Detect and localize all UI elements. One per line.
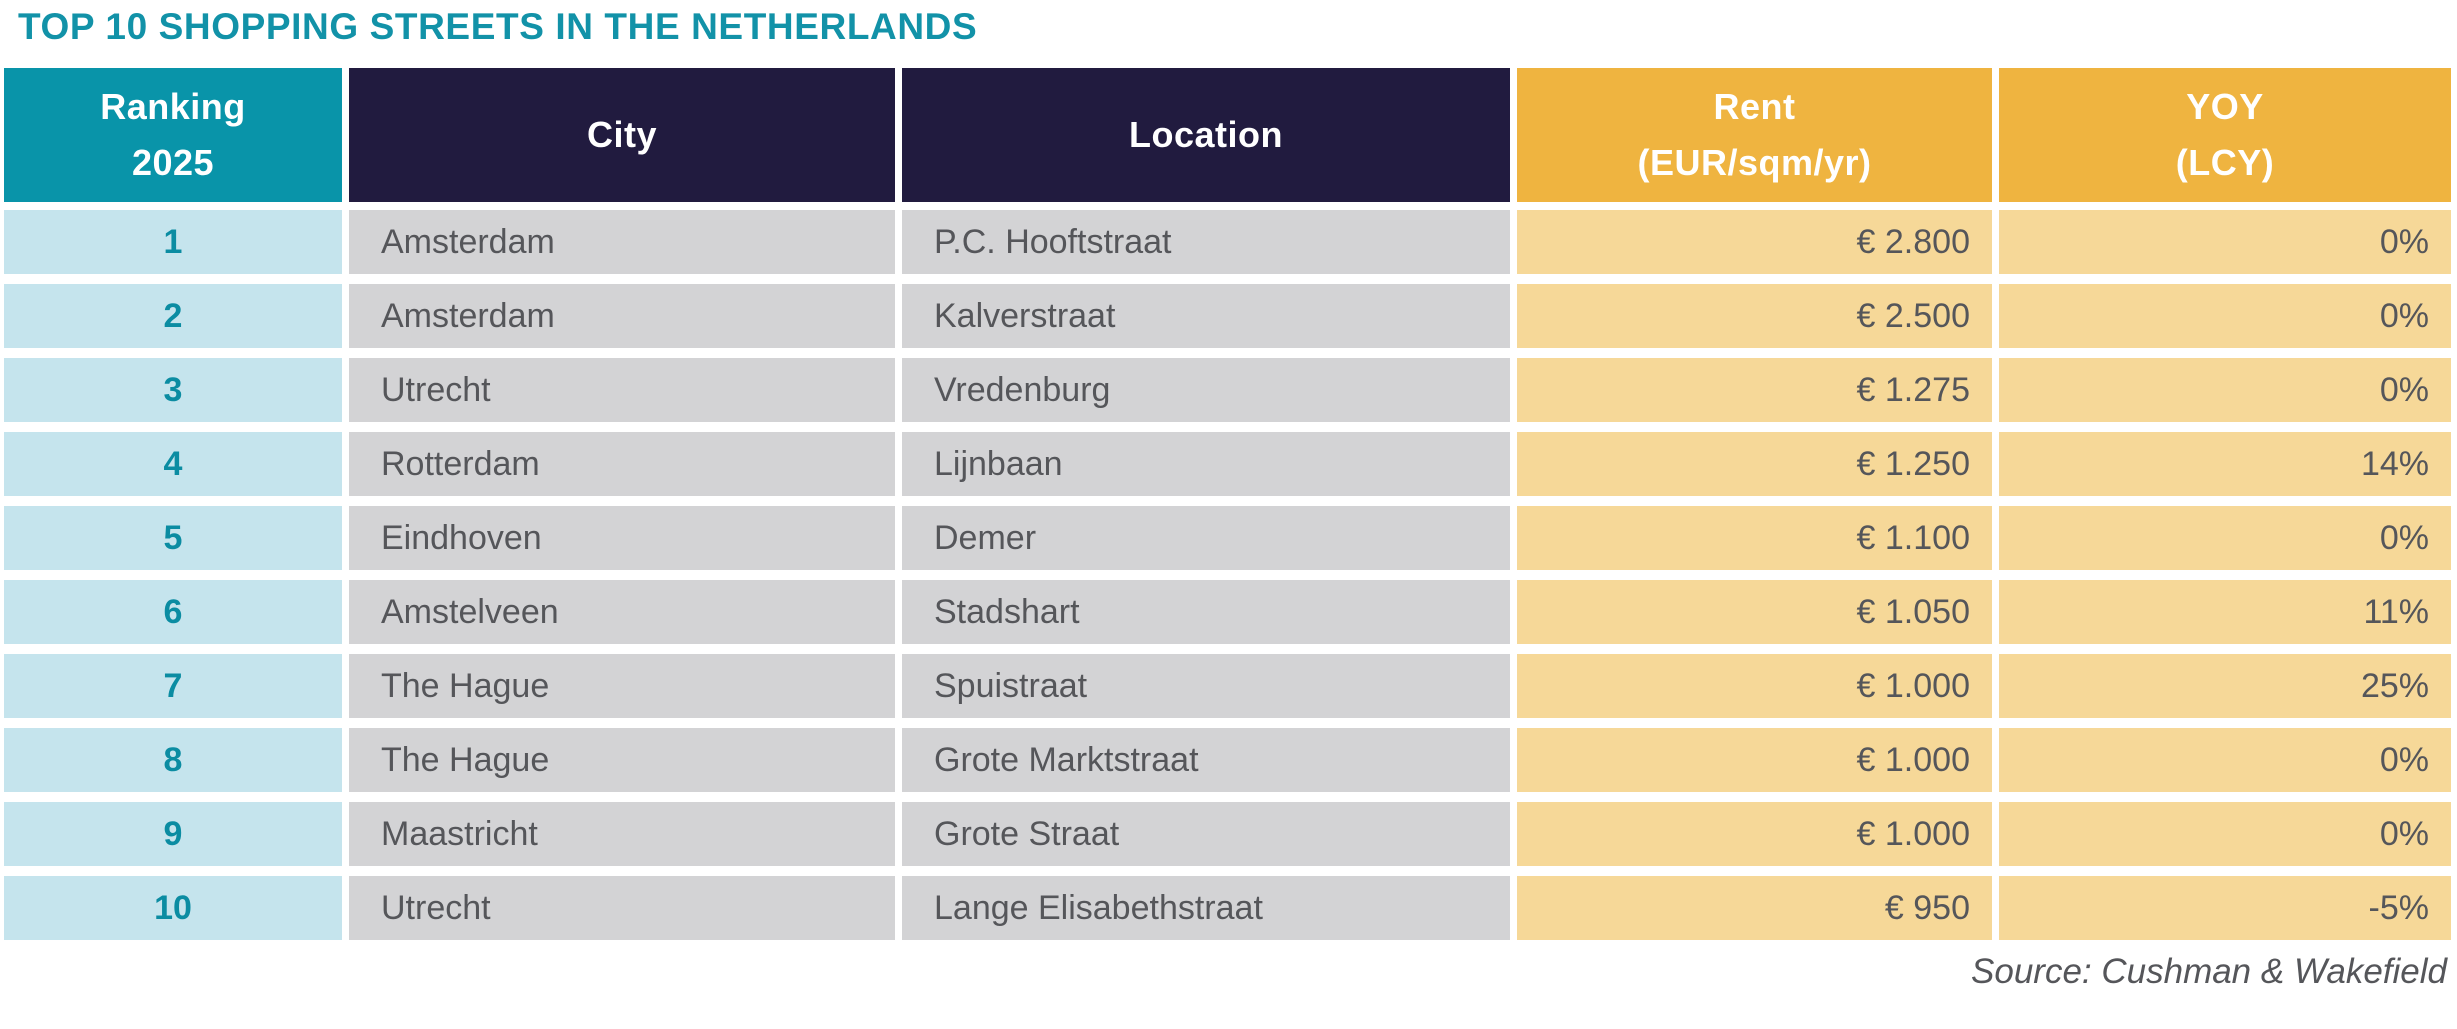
location-cell: Stadshart [902,580,1510,644]
page-title: TOP 10 SHOPPING STREETS IN THE NETHERLAN… [18,6,978,47]
header-yoy-line1: YOY [2186,86,2264,128]
city-cell: Amsterdam [349,284,895,348]
rank-cell: 9 [4,802,342,866]
location-cell: Grote Straat [902,802,1510,866]
header-yoy: YOY (LCY) [1999,68,2451,202]
rank-cell: 4 [4,432,342,496]
city-cell: Eindhoven [349,506,895,570]
header-ranking: Ranking 2025 [4,68,342,202]
yoy-cell: 25% [1999,654,2451,718]
header-city: City [349,68,895,202]
location-cell: Lange Elisabethstraat [902,876,1510,940]
location-cell: P.C. Hooftstraat [902,210,1510,274]
city-cell: Amsterdam [349,210,895,274]
yoy-cell: 0% [1999,210,2451,274]
city-cell: Amstelveen [349,580,895,644]
header-location-label: Location [1129,114,1283,156]
rank-cell: 2 [4,284,342,348]
rent-cell: € 1.000 [1517,802,1992,866]
rent-cell: € 2.500 [1517,284,1992,348]
rank-cell: 8 [4,728,342,792]
rank-cell: 3 [4,358,342,422]
table-row: 8 The Hague Grote Marktstraat € 1.000 0% [4,728,2451,792]
yoy-cell: 0% [1999,358,2451,422]
source-note: Source: Cushman & Wakefield [1971,952,2447,991]
location-cell: Lijnbaan [902,432,1510,496]
rent-cell: € 1.050 [1517,580,1992,644]
location-cell: Vredenburg [902,358,1510,422]
table-row: 2 Amsterdam Kalverstraat € 2.500 0% [4,284,2451,348]
location-cell: Demer [902,506,1510,570]
rank-cell: 6 [4,580,342,644]
rent-cell: € 950 [1517,876,1992,940]
yoy-cell: 0% [1999,728,2451,792]
location-cell: Spuistraat [902,654,1510,718]
table-row: 7 The Hague Spuistraat € 1.000 25% [4,654,2451,718]
location-cell: Grote Marktstraat [902,728,1510,792]
shopping-streets-table: Ranking 2025 City Location Rent (EUR/sqm… [4,68,2451,950]
header-rent-line1: Rent [1713,86,1796,128]
city-cell: The Hague [349,728,895,792]
yoy-cell: 14% [1999,432,2451,496]
table-row: 9 Maastricht Grote Straat € 1.000 0% [4,802,2451,866]
rent-cell: € 2.800 [1517,210,1992,274]
rent-cell: € 1.275 [1517,358,1992,422]
yoy-cell: -5% [1999,876,2451,940]
city-cell: Maastricht [349,802,895,866]
table-row: 6 Amstelveen Stadshart € 1.050 11% [4,580,2451,644]
city-cell: Utrecht [349,876,895,940]
city-cell: Rotterdam [349,432,895,496]
header-ranking-line2: 2025 [131,142,215,183]
table-row: 3 Utrecht Vredenburg € 1.275 0% [4,358,2451,422]
yoy-cell: 0% [1999,802,2451,866]
rent-cell: € 1.000 [1517,654,1992,718]
rent-cell: € 1.100 [1517,506,1992,570]
city-cell: The Hague [349,654,895,718]
yoy-cell: 0% [1999,284,2451,348]
header-location: Location [902,68,1510,202]
rent-cell: € 1.250 [1517,432,1992,496]
table-header-row: Ranking 2025 City Location Rent (EUR/sqm… [4,68,2451,202]
header-ranking-line1: Ranking [100,86,246,128]
header-rent-line2: (EUR/sqm/yr) [1637,142,1872,183]
location-cell: Kalverstraat [902,284,1510,348]
table-row: 5 Eindhoven Demer € 1.100 0% [4,506,2451,570]
rank-cell: 5 [4,506,342,570]
rank-cell: 7 [4,654,342,718]
yoy-cell: 11% [1999,580,2451,644]
rent-cell: € 1.000 [1517,728,1992,792]
table-row: 4 Rotterdam Lijnbaan € 1.250 14% [4,432,2451,496]
city-cell: Utrecht [349,358,895,422]
header-city-label: City [586,114,657,156]
table-row: 10 Utrecht Lange Elisabethstraat € 950 -… [4,876,2451,940]
header-yoy-line2: (LCY) [2175,142,2275,183]
table-row: 1 Amsterdam P.C. Hooftstraat € 2.800 0% [4,210,2451,274]
rank-cell: 1 [4,210,342,274]
yoy-cell: 0% [1999,506,2451,570]
rank-cell: 10 [4,876,342,940]
header-rent: Rent (EUR/sqm/yr) [1517,68,1992,202]
